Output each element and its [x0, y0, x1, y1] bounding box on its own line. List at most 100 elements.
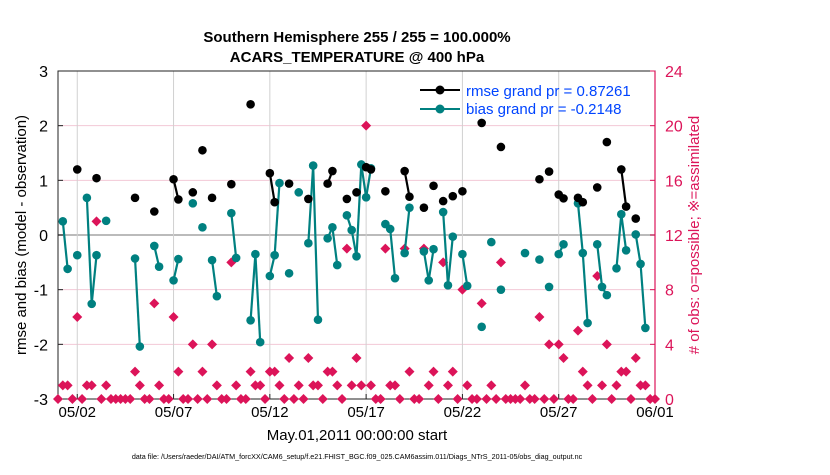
y-tick-label: 3: [39, 64, 48, 81]
rmse-point: [323, 179, 332, 188]
x-tick-label: 05/17: [347, 404, 385, 421]
bias-point: [308, 161, 318, 170]
obs-count-marker: [544, 339, 555, 350]
obs-count-marker: [447, 366, 458, 377]
bias-point: [496, 285, 506, 294]
obs-count-marker: [346, 380, 357, 391]
obs-count-marker: [231, 380, 242, 391]
marks: [53, 100, 660, 404]
obs-count-marker: [380, 243, 391, 254]
rmse-point: [559, 194, 568, 203]
obs-count-marker: [529, 394, 540, 404]
obs-count-marker: [245, 366, 256, 377]
rmse-point: [621, 202, 631, 211]
y-tick-label: -2: [34, 337, 48, 354]
bias-point: [198, 223, 207, 232]
obs-count-marker: [207, 339, 218, 350]
bias-point: [477, 322, 486, 332]
legend-rmse-marker: [435, 85, 445, 95]
obs-count-marker: [337, 394, 348, 404]
rmse-point: [496, 142, 506, 152]
rmse-point: [284, 179, 294, 188]
obs-count-marker: [303, 353, 314, 363]
bias-point: [149, 241, 159, 251]
bias-segment: [403, 207, 411, 254]
obs-count-marker: [597, 380, 608, 391]
bias-point: [174, 254, 183, 264]
bias-point: [385, 224, 395, 234]
bias-segment: [634, 234, 642, 265]
obs-count-marker: [404, 366, 415, 377]
rmse-point: [438, 196, 448, 206]
obs-count-marker: [520, 380, 531, 391]
obs-count-marker: [361, 120, 372, 131]
bias-point: [487, 237, 496, 247]
bias-segment: [230, 213, 238, 259]
obs-count-marker: [332, 380, 343, 391]
bias-point: [448, 232, 458, 241]
bias-point: [82, 193, 92, 203]
y-right-tick-label: 20: [665, 119, 683, 136]
obs-count-marker: [284, 353, 295, 363]
bias-point: [424, 276, 434, 285]
obs-count-marker: [341, 243, 352, 254]
bias-segment: [85, 197, 93, 304]
rmse-point: [198, 145, 207, 155]
obs-count-marker: [462, 380, 473, 391]
obs-count-marker: [568, 394, 579, 404]
bias-point: [251, 249, 260, 259]
rmse-point: [92, 173, 101, 183]
obs-count-marker: [173, 366, 184, 377]
obs-count-marker: [481, 394, 492, 404]
bias-segment: [355, 164, 363, 257]
obs-count-marker: [625, 394, 636, 404]
bias-segment: [427, 249, 435, 281]
obs-count-marker: [101, 380, 112, 391]
obs-count-marker: [298, 394, 309, 404]
bias-point: [246, 315, 255, 325]
bias-point: [72, 250, 82, 260]
bias-segment: [133, 258, 141, 347]
bias-point: [332, 260, 342, 270]
bias-segment: [307, 165, 315, 244]
obs-count-marker: [240, 394, 251, 404]
bias-segment: [360, 164, 368, 198]
rmse-point: [188, 188, 198, 197]
y-tick-label: -3: [34, 392, 48, 409]
obs-count-marker: [365, 380, 376, 391]
obs-count-marker: [77, 394, 88, 404]
bias-point: [207, 255, 217, 265]
bias-point: [443, 280, 453, 290]
y-axis-right-label: # of obs: o=possible; ※=assimilated: [686, 116, 703, 355]
bias-point: [87, 299, 97, 309]
obs-count-marker: [356, 380, 367, 391]
obs-count-marker: [192, 394, 203, 404]
obs-count-marker: [154, 380, 165, 391]
rmse-point: [328, 166, 337, 176]
obs-count-marker: [269, 366, 280, 377]
y-right-tick-label: 16: [665, 173, 683, 190]
rmse-point: [227, 179, 236, 189]
bias-point: [429, 244, 438, 254]
bias-point: [304, 238, 313, 248]
rmse-point: [578, 197, 588, 207]
bias-point: [92, 250, 101, 260]
bias-segment: [254, 254, 262, 343]
obs-count-marker: [274, 380, 285, 391]
obs-count-marker: [293, 380, 304, 391]
x-tick-label: 05/27: [540, 404, 578, 421]
obs-count-marker: [187, 339, 198, 350]
rmse-point: [419, 203, 429, 212]
x-tick-label: 05/07: [155, 404, 193, 421]
obs-count-marker: [486, 380, 497, 391]
obs-count-marker: [650, 394, 660, 404]
obs-count-marker: [125, 394, 136, 404]
x-tick-label: 05/02: [58, 404, 96, 421]
bias-segment: [312, 165, 320, 320]
bias-segment: [576, 203, 584, 254]
bias-segment: [446, 236, 454, 286]
bias-point: [275, 178, 284, 188]
legend-bias: bias grand pr = -0.2148: [466, 101, 622, 118]
obs-count-marker: [221, 394, 232, 404]
obs-count-marker: [168, 312, 179, 322]
